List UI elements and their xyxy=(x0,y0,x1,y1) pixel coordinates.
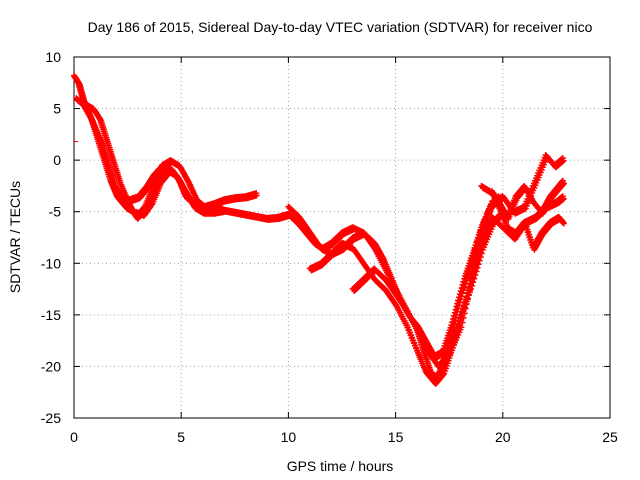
y-tick-label: -10 xyxy=(41,255,61,271)
grid xyxy=(74,57,610,418)
x-tick-label: 15 xyxy=(388,429,404,445)
y-tick-label: 0 xyxy=(53,152,61,168)
y-tick-label: 10 xyxy=(45,49,61,65)
series-track-c xyxy=(81,100,209,222)
x-tick-label: 25 xyxy=(602,429,618,445)
x-tick-label: 0 xyxy=(70,429,78,445)
data-point xyxy=(253,190,260,197)
y-tick-label: -15 xyxy=(41,307,61,323)
x-tick-label: 20 xyxy=(495,429,511,445)
series-track-d xyxy=(210,151,567,362)
plot-frame xyxy=(73,56,611,419)
y-tick-label: -5 xyxy=(49,204,62,220)
data-points xyxy=(71,72,567,387)
y-tick-label: -25 xyxy=(41,410,61,426)
x-tick-label: 5 xyxy=(177,429,185,445)
chart-title: Day 186 of 2015, Sidereal Day-to-day VTE… xyxy=(88,19,593,35)
x-tick-label: 10 xyxy=(281,429,297,445)
y-tick-label: 5 xyxy=(53,101,61,117)
y-tick-label: -20 xyxy=(41,358,61,374)
axis-ticks: 0 5 10 15 20 25 -25 -20 -15 -10 -5 0 5 10 xyxy=(41,49,618,445)
data-point xyxy=(201,203,208,210)
